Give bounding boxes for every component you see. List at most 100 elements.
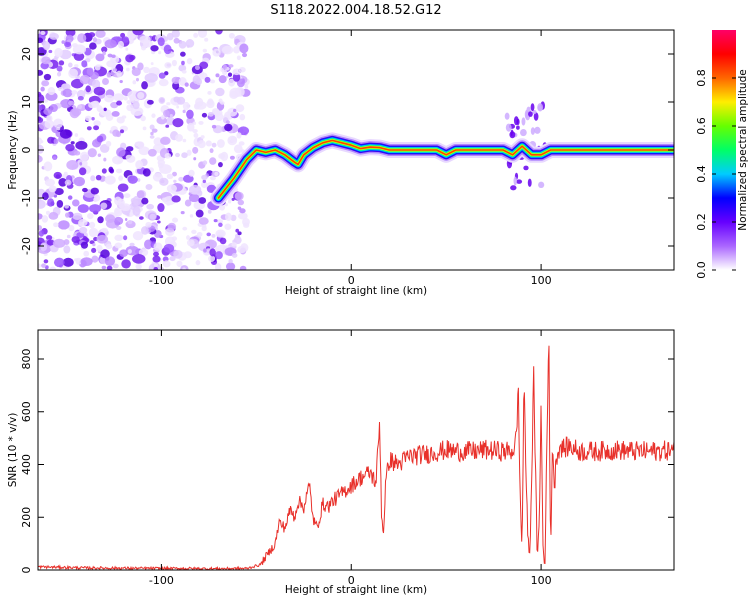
spectrogram-ytick-label: -20	[20, 237, 33, 255]
noise-blob	[107, 53, 113, 58]
noise-blob	[67, 100, 75, 106]
noise-blob	[103, 157, 107, 162]
noise-blob	[102, 78, 109, 85]
noise-blob	[239, 113, 246, 121]
colorbar-tick-label: 0.4	[695, 165, 708, 183]
noise-blob	[80, 257, 93, 267]
noise-blob	[162, 260, 171, 268]
noise-blob	[199, 72, 208, 80]
noise-blob	[157, 159, 166, 166]
noise-blob	[198, 120, 204, 125]
noise-blob	[88, 227, 99, 238]
noise-blob	[67, 195, 73, 200]
noise-blob	[189, 214, 194, 218]
colorbar-tick-label: 0.2	[695, 213, 708, 231]
noise-blob	[43, 73, 52, 81]
noise-blob	[53, 257, 65, 268]
noise-blob	[123, 235, 128, 241]
noise-blob	[89, 204, 102, 213]
noise-blob	[236, 132, 242, 139]
noise-blob	[103, 107, 107, 112]
noise-blob	[237, 212, 248, 220]
noise-blob	[116, 100, 123, 106]
noise-blob	[81, 60, 88, 68]
noise-blob	[201, 112, 208, 118]
noise-blob	[171, 236, 178, 241]
noise-blob	[197, 140, 206, 149]
noise-blob	[205, 140, 212, 147]
noise-blob	[195, 260, 201, 266]
noise-blob	[77, 104, 83, 110]
noise-blob	[234, 191, 244, 201]
snr-xtick-label: 0	[348, 574, 355, 587]
noise-blob	[125, 47, 129, 51]
noise-blob	[204, 76, 211, 83]
noise-blob	[181, 60, 185, 66]
noise-blob	[112, 68, 118, 72]
noise-blob	[117, 183, 129, 192]
noise-blob	[91, 247, 97, 253]
noise-blob	[144, 239, 153, 250]
noise-blob	[123, 96, 128, 101]
noise-blob	[219, 204, 226, 211]
noise-blob	[239, 43, 249, 54]
noise-blob	[164, 62, 172, 69]
snr-ylabel: SNR (10 * v/v)	[7, 413, 19, 488]
noise-blob	[125, 245, 139, 256]
noise-blob	[141, 81, 148, 90]
colorbar: 0.0 0.2 0.4 0.6 0.8 Normalized spectral ampl…	[695, 30, 749, 279]
noise-blob	[231, 252, 238, 258]
noise-blob	[79, 74, 91, 85]
noise-blob	[218, 161, 223, 168]
spectrogram-xtick-label: 0	[348, 274, 355, 287]
noise-blob	[176, 96, 186, 105]
noise-blob	[225, 212, 232, 221]
noise-blob	[87, 212, 94, 220]
noise-blob	[146, 99, 154, 105]
spectrogram-heatmap	[38, 30, 674, 270]
noise-blob	[52, 156, 57, 160]
noise-blob	[238, 141, 245, 146]
noise-blob	[516, 125, 520, 130]
noise-blob	[509, 131, 516, 139]
noise-blob	[45, 235, 53, 241]
noise-blob	[96, 244, 103, 252]
noise-blob	[527, 178, 532, 187]
noise-blob	[66, 234, 71, 239]
noise-blob	[232, 68, 241, 76]
snr-xtick-label: 100	[531, 574, 552, 587]
noise-blob	[76, 232, 85, 238]
noise-blob	[123, 193, 131, 199]
noise-blob	[244, 84, 249, 89]
noise-blob	[140, 115, 146, 122]
noise-blob	[119, 79, 123, 84]
noise-blob	[137, 92, 145, 100]
noise-blob	[186, 149, 192, 156]
noise-blob	[217, 231, 224, 237]
noise-blob	[53, 171, 62, 179]
noise-blob	[64, 179, 72, 186]
noise-blob	[158, 96, 166, 104]
noise-blob	[93, 125, 100, 131]
noise-blob	[214, 171, 219, 177]
noise-blob	[38, 263, 41, 269]
noise-blob	[49, 266, 57, 270]
noise-blob	[73, 52, 85, 61]
noise-blob	[77, 95, 84, 101]
noise-blob	[192, 128, 198, 134]
noise-blob	[193, 32, 199, 38]
noise-blob	[530, 103, 535, 112]
noise-blob	[38, 137, 43, 146]
noise-blob	[125, 54, 135, 63]
noise-blob	[171, 195, 181, 203]
noise-blob	[131, 67, 141, 77]
noise-blob	[195, 209, 204, 218]
spectrogram-xtick-label: 100	[531, 274, 552, 287]
noise-blob	[188, 184, 202, 195]
noise-blob	[194, 65, 201, 71]
noise-blob	[182, 174, 194, 183]
noise-blob	[160, 115, 165, 120]
noise-blob	[204, 37, 209, 42]
noise-blob	[182, 226, 188, 231]
noise-blob	[105, 140, 112, 147]
